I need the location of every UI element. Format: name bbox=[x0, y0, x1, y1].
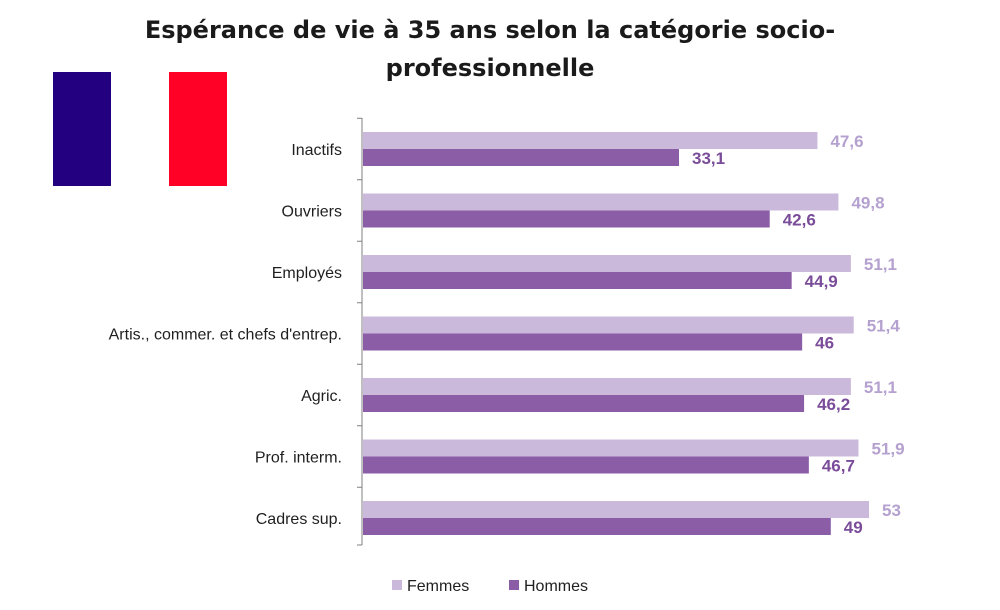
value-label-femmes: 51,1 bbox=[864, 255, 897, 274]
value-label-femmes: 51,9 bbox=[871, 440, 904, 459]
value-label-femmes: 53 bbox=[882, 501, 901, 520]
legend-label-hommes: Hommes bbox=[524, 578, 588, 595]
bar-femmes bbox=[363, 378, 851, 395]
legend: Femmes Hommes bbox=[392, 578, 588, 595]
bar-femmes bbox=[363, 255, 851, 272]
flag-red-stripe bbox=[169, 72, 227, 186]
category-label: Ouvriers bbox=[282, 204, 342, 221]
category-label: Cadres sup. bbox=[256, 511, 342, 528]
value-label-femmes: 51,4 bbox=[867, 317, 901, 336]
category-label: Artis., commer. et chefs d'entrep. bbox=[109, 327, 342, 344]
bar-hommes bbox=[363, 210, 770, 228]
legend-swatch-femmes bbox=[392, 580, 402, 590]
bar-femmes bbox=[363, 439, 859, 457]
legend-swatch-hommes bbox=[509, 580, 519, 590]
value-label-hommes: 33,1 bbox=[692, 149, 725, 168]
bar-femmes bbox=[363, 316, 854, 334]
chart-title-line-2: professionnelle bbox=[386, 54, 595, 82]
chart-title-line-1: Espérance de vie à 35 ans selon la catég… bbox=[145, 16, 835, 44]
value-label-hommes: 42,6 bbox=[783, 211, 816, 230]
category-label: Agric. bbox=[301, 388, 342, 405]
value-label-femmes: 49,8 bbox=[851, 194, 884, 213]
category-label: Prof. interm. bbox=[255, 450, 342, 467]
bar-hommes bbox=[363, 518, 831, 535]
value-label-hommes: 46,2 bbox=[817, 395, 850, 414]
value-label-hommes: 46 bbox=[815, 334, 834, 353]
bar-hommes bbox=[363, 333, 803, 351]
bar-hommes bbox=[363, 456, 809, 474]
value-label-hommes: 44,9 bbox=[805, 272, 838, 291]
value-label-femmes: 47,6 bbox=[830, 132, 863, 151]
category-label: Employés bbox=[272, 265, 342, 282]
flag-blue-stripe bbox=[53, 72, 111, 186]
value-label-femmes: 51,1 bbox=[864, 378, 897, 397]
category-label: Inactifs bbox=[291, 142, 342, 159]
bar-femmes bbox=[363, 193, 839, 211]
bar-femmes bbox=[363, 132, 818, 149]
legend-label-femmes: Femmes bbox=[407, 578, 469, 595]
value-label-hommes: 49 bbox=[844, 518, 863, 537]
plot-area: Inactifs 47,6 33,1 Ouvriers 49,8 42,6 Employés… bbox=[109, 117, 905, 546]
bar-femmes bbox=[363, 501, 869, 518]
bar-hommes bbox=[363, 272, 792, 289]
france-flag-icon bbox=[53, 72, 227, 186]
bar-hommes bbox=[363, 149, 680, 166]
value-label-hommes: 46,7 bbox=[822, 457, 855, 476]
flag-white-stripe bbox=[111, 72, 169, 186]
bar-hommes bbox=[363, 395, 805, 412]
